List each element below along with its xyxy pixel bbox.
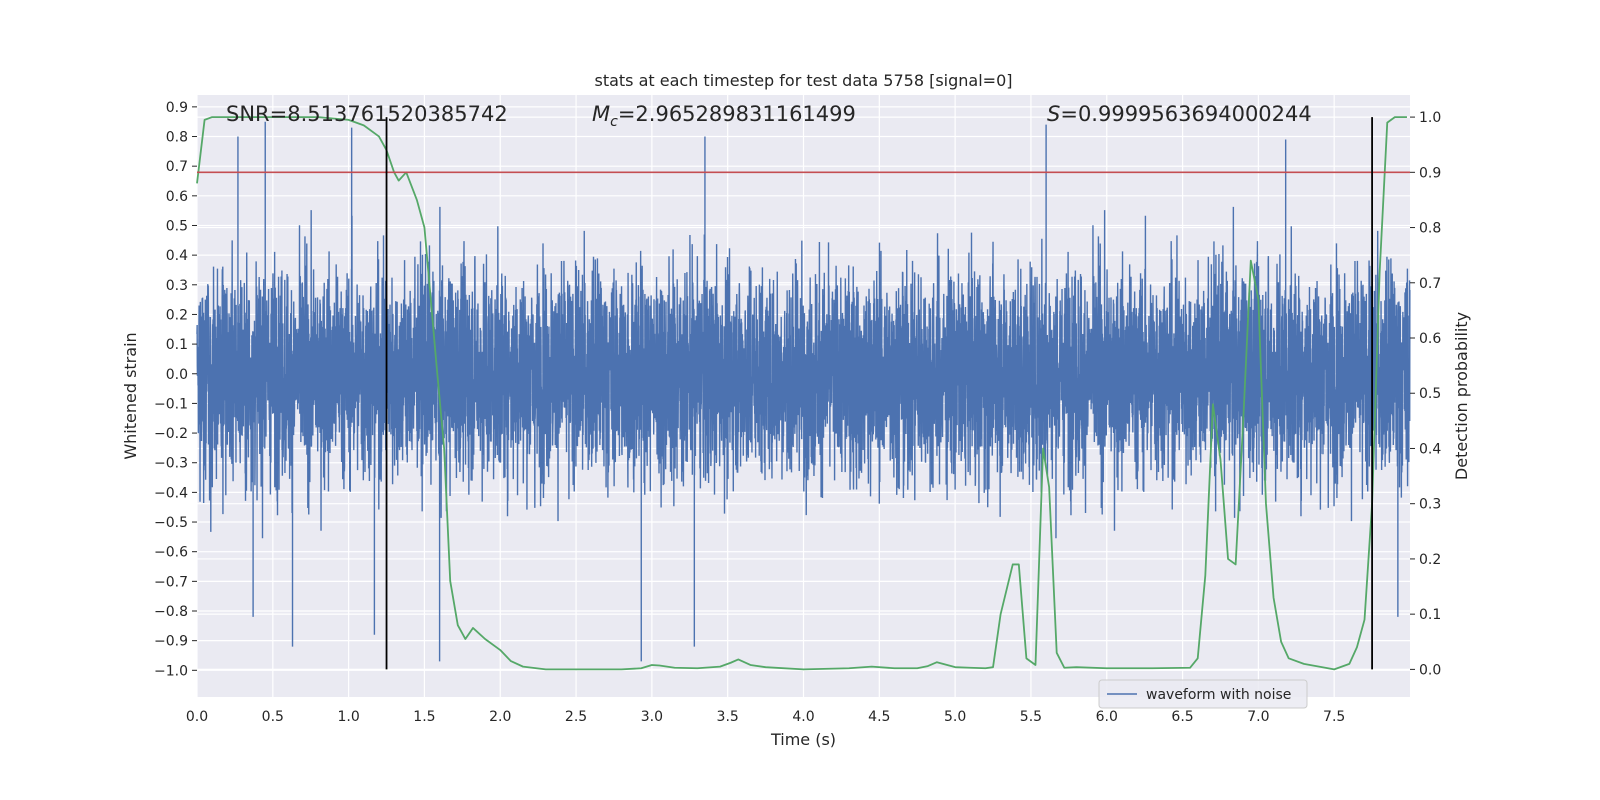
- x-tick-label: 6.0: [1096, 709, 1118, 725]
- y-tick-label: 0.0: [166, 367, 188, 383]
- y-tick-label: −0.6: [154, 545, 188, 561]
- y-tick-label: −0.3: [154, 456, 188, 472]
- x-tick-label: 6.5: [1171, 709, 1193, 725]
- x-tick-label: 5.0: [944, 709, 966, 725]
- y-tick-label: 0.2: [166, 307, 188, 323]
- x-tick-label: 2.0: [489, 709, 511, 725]
- s-value: =0.9999563694000244: [1060, 102, 1311, 126]
- y2-tick-label: 0.9: [1419, 165, 1441, 181]
- y-tick-label: −0.5: [154, 515, 188, 531]
- y-tick-label: 0.4: [166, 248, 188, 264]
- y-axis-label: Whitened strain: [121, 332, 140, 459]
- y2-tick-label: 0.7: [1419, 276, 1441, 292]
- legend-box: [1098, 679, 1308, 709]
- chirp-mass-annotation: Mc=2.965289831161499: [592, 102, 856, 130]
- x-tick-label: 3.0: [641, 709, 663, 725]
- mc-subscript: c: [610, 114, 618, 130]
- x-tick-label: 1.0: [337, 709, 359, 725]
- x-tick-label: 3.5: [717, 709, 739, 725]
- x-tick-label: 1.5: [413, 709, 435, 725]
- s-symbol: S: [1047, 102, 1060, 126]
- y2-tick-label: 1.0: [1419, 110, 1441, 126]
- y-tick-label: −0.8: [154, 604, 188, 620]
- x-tick-label: 4.0: [792, 709, 814, 725]
- y2-tick-label: 0.8: [1419, 221, 1441, 237]
- y-tick-label: −1.0: [154, 663, 188, 679]
- x-tick-label: 7.5: [1323, 709, 1345, 725]
- y-tick-label: −0.2: [154, 426, 188, 442]
- snr-annotation: SNR=8.513761520385742: [226, 102, 508, 126]
- s-annotation: S=0.9999563694000244: [1047, 102, 1312, 126]
- detection-probability-line: [196, 116, 1407, 671]
- y-tick-label: 0.1: [166, 337, 188, 353]
- y2-tick-label: 0.6: [1419, 331, 1441, 347]
- x-tick-label: 2.5: [565, 709, 587, 725]
- x-tick-label: 5.5: [1020, 709, 1042, 725]
- y2-tick-label: 0.4: [1419, 441, 1441, 457]
- y-tick-label: 0.3: [166, 278, 188, 294]
- y-tick-label: 0.9: [166, 100, 188, 116]
- y-tick-label: −0.4: [154, 485, 188, 501]
- y-tick-label: −0.9: [154, 634, 188, 650]
- x-tick-label: 7.0: [1247, 709, 1269, 725]
- waveform-series-line: [196, 121, 1411, 662]
- y-tick-label: 0.6: [166, 189, 188, 205]
- mc-value: =2.965289831161499: [618, 102, 856, 126]
- legend-label: waveform with noise: [1146, 687, 1291, 703]
- y-tick-label: 0.7: [166, 159, 188, 175]
- y-tick-label: 0.5: [166, 218, 188, 234]
- y-tick-label: −0.1: [154, 396, 188, 412]
- x-tick-label: 4.5: [868, 709, 890, 725]
- y-tick-label: 0.8: [166, 130, 188, 146]
- y2-tick-label: 0.0: [1419, 662, 1441, 678]
- y2-tick-label: 0.2: [1419, 552, 1441, 568]
- x-axis-label: Time (s): [770, 730, 836, 749]
- y2-axis-label: Detection probability: [1452, 312, 1471, 480]
- x-tick-label: 0.5: [262, 709, 284, 725]
- y2-tick-label: 0.3: [1419, 497, 1441, 513]
- x-tick-label: 0.0: [186, 709, 208, 725]
- y2-tick-label: 0.1: [1419, 607, 1441, 623]
- y-tick-label: −0.7: [154, 574, 188, 590]
- chart-title: stats at each timestep for test data 575…: [594, 71, 1012, 90]
- legend: waveform with noise: [1098, 679, 1308, 709]
- mc-symbol: M: [592, 102, 610, 126]
- y2-tick-label: 0.5: [1419, 386, 1441, 402]
